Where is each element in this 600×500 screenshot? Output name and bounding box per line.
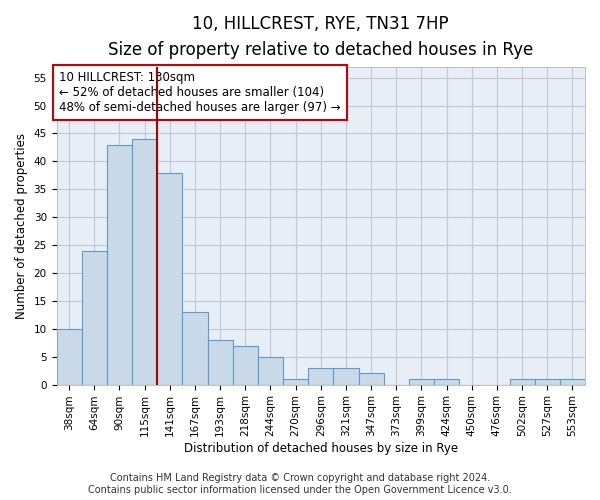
Y-axis label: Number of detached properties: Number of detached properties xyxy=(15,132,28,318)
Bar xyxy=(509,379,535,384)
Bar xyxy=(233,346,258,385)
Bar xyxy=(82,250,107,384)
Bar xyxy=(409,379,434,384)
Bar xyxy=(283,379,308,384)
Text: Contains HM Land Registry data © Crown copyright and database right 2024.
Contai: Contains HM Land Registry data © Crown c… xyxy=(88,474,512,495)
Bar xyxy=(334,368,359,384)
X-axis label: Distribution of detached houses by size in Rye: Distribution of detached houses by size … xyxy=(184,442,458,455)
Bar xyxy=(535,379,560,384)
Bar xyxy=(182,312,208,384)
Bar xyxy=(359,374,383,384)
Title: 10, HILLCREST, RYE, TN31 7HP
Size of property relative to detached houses in Rye: 10, HILLCREST, RYE, TN31 7HP Size of pro… xyxy=(108,15,533,60)
Bar xyxy=(132,139,157,384)
Bar xyxy=(560,379,585,384)
Bar xyxy=(434,379,459,384)
Bar xyxy=(107,144,132,384)
Bar xyxy=(157,172,182,384)
Bar xyxy=(258,356,283,384)
Bar xyxy=(208,340,233,384)
Bar xyxy=(308,368,334,384)
Text: 10 HILLCREST: 130sqm
← 52% of detached houses are smaller (104)
48% of semi-deta: 10 HILLCREST: 130sqm ← 52% of detached h… xyxy=(59,72,341,114)
Bar xyxy=(56,329,82,384)
